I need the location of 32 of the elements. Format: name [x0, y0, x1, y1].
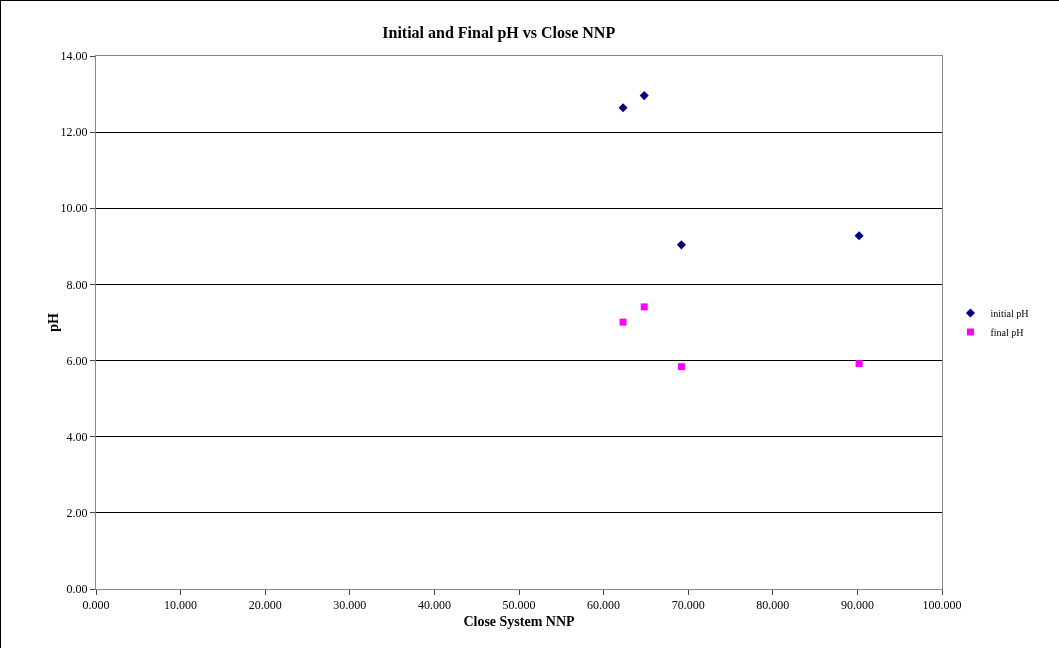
x-tick-label: 20.000 — [248, 598, 282, 613]
y-tick-label: 0.00 — [66, 582, 88, 597]
x-tick-label: 80.000 — [756, 598, 790, 613]
point — [640, 303, 648, 311]
y-tick-label: 2.00 — [66, 506, 88, 521]
point — [854, 231, 864, 241]
x-tick-label: 100.000 — [922, 598, 962, 613]
y-tick-label: 14.00 — [60, 49, 88, 64]
point — [677, 363, 685, 371]
y-tick-label: 8.00 — [66, 277, 88, 292]
point — [619, 318, 627, 326]
legend-label: final pH — [990, 326, 1024, 338]
x-tick-label: 0.000 — [82, 598, 110, 613]
y-tick-label: 12.00 — [60, 125, 88, 140]
point — [639, 91, 649, 101]
point — [618, 103, 628, 113]
x-tick-label: 90.000 — [840, 598, 874, 613]
chart-title: Initial and Final pH vs Close NNP — [382, 24, 616, 43]
legend-label: initial pH — [990, 307, 1029, 319]
y-tick-label: 4.00 — [66, 429, 88, 444]
point — [855, 360, 863, 368]
x-tick-label: 60.000 — [587, 598, 621, 613]
x-tick-label: 50.000 — [502, 598, 536, 613]
y-tick-label: 6.00 — [66, 353, 88, 368]
x-tick-label: 70.000 — [671, 598, 705, 613]
y-axis-title: pH — [46, 313, 61, 332]
x-tick-label: 30.000 — [333, 598, 367, 613]
x-axis-title: Close System NNP — [463, 613, 576, 629]
point — [676, 240, 686, 250]
x-tick-label: 40.000 — [417, 598, 451, 613]
x-tick-label: 10.000 — [164, 598, 198, 613]
y-tick-label: 10.00 — [60, 201, 88, 216]
